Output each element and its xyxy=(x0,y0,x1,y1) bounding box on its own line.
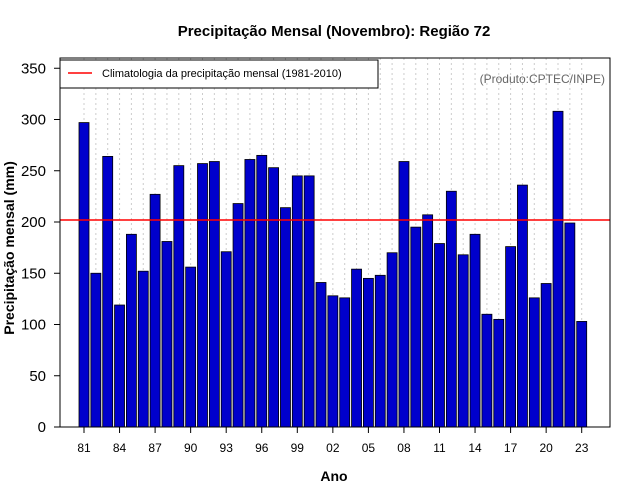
bar-2000 xyxy=(303,175,315,428)
x-axis-label: Ano xyxy=(320,468,347,484)
bar-1987 xyxy=(149,193,161,428)
bar-1999 xyxy=(291,175,303,428)
y-axis: 0 50 100 150 200 250 300 350 xyxy=(21,60,60,436)
bar-1988 xyxy=(161,241,173,428)
bar-1990 xyxy=(185,266,197,428)
legend: Climatologia da precipitação mensal (198… xyxy=(59,59,379,89)
bars xyxy=(78,110,588,428)
bar-1986 xyxy=(137,270,149,428)
bar-1981 xyxy=(78,122,90,428)
x-tick-label: 14 xyxy=(468,441,482,455)
x-tick-label: 05 xyxy=(362,441,376,455)
bar-1996 xyxy=(256,154,268,428)
bar-1994 xyxy=(232,203,244,428)
bar-2020 xyxy=(540,283,552,428)
bar-1997 xyxy=(268,167,280,428)
bar-2019 xyxy=(528,297,540,428)
bar-1985 xyxy=(126,233,137,428)
bar-2010 xyxy=(422,214,434,428)
bar-2004 xyxy=(351,268,362,428)
x-tick-label: 20 xyxy=(539,441,553,455)
bar-2008 xyxy=(398,161,410,428)
bar-1995 xyxy=(244,159,256,428)
bar-2015 xyxy=(481,313,493,428)
bar-2022 xyxy=(564,222,576,428)
bar-1998 xyxy=(280,207,291,428)
x-tick-label: 96 xyxy=(255,441,269,455)
bar-2017 xyxy=(505,246,517,428)
bar-2018 xyxy=(517,184,528,428)
x-tick-label: 99 xyxy=(291,441,305,455)
bar-2001 xyxy=(315,282,327,428)
x-tick-label: 90 xyxy=(184,441,198,455)
x-tick-label: 84 xyxy=(113,441,127,455)
chart-title: Precipitação Mensal (Novembro): Região 7… xyxy=(178,23,491,40)
bar-1992 xyxy=(208,161,220,428)
plot-frame xyxy=(59,57,611,428)
y-tick-label: 150 xyxy=(21,265,46,282)
x-axis: 81 84 87 90 93 96 99 02 05 08 11 14 17 20 23 xyxy=(77,427,589,455)
bar-1982 xyxy=(90,272,102,428)
y-tick-label: 250 xyxy=(21,163,46,180)
bar-2014 xyxy=(469,233,481,428)
x-tick-label: 17 xyxy=(504,441,518,455)
y-tick-label: 300 xyxy=(21,112,46,129)
bar-1991 xyxy=(197,163,208,428)
x-tick-label: 87 xyxy=(148,441,162,455)
bar-2012 xyxy=(445,190,457,428)
y-tick-label: 350 xyxy=(21,60,46,77)
y-tick-label: 200 xyxy=(21,214,46,231)
y-tick-label: 100 xyxy=(21,317,46,334)
x-tick-label: 02 xyxy=(326,441,340,455)
bar-1989 xyxy=(173,165,185,428)
bar-2003 xyxy=(339,297,351,428)
legend-box xyxy=(59,59,379,89)
x-tick-label: 11 xyxy=(433,441,446,455)
bar-1993 xyxy=(220,251,232,428)
y-tick-label: 0 xyxy=(38,419,46,436)
bar-2005 xyxy=(362,277,374,428)
bar-1984 xyxy=(114,304,125,428)
y-axis-label: Precipitação mensal (mm) xyxy=(1,161,17,335)
x-tick-label: 81 xyxy=(77,441,91,455)
x-tick-label: 23 xyxy=(575,441,589,455)
bar-1983 xyxy=(102,155,114,428)
bar-2009 xyxy=(410,226,422,428)
bar-2021 xyxy=(552,110,564,428)
bar-2006 xyxy=(374,274,386,428)
y-tick-label: 50 xyxy=(29,368,46,385)
bar-2016 xyxy=(493,318,505,428)
x-tick-label: 08 xyxy=(397,441,411,455)
bar-2023 xyxy=(576,321,588,428)
legend-label: Climatologia da precipitação mensal (198… xyxy=(102,68,342,80)
bar-2013 xyxy=(457,254,469,428)
x-tick-label: 93 xyxy=(220,441,234,455)
credit-text: (Produto:CPTEC/INPE) xyxy=(480,72,605,86)
bar-2011 xyxy=(434,243,445,428)
bar-2007 xyxy=(386,252,398,428)
bar-2002 xyxy=(327,295,339,428)
